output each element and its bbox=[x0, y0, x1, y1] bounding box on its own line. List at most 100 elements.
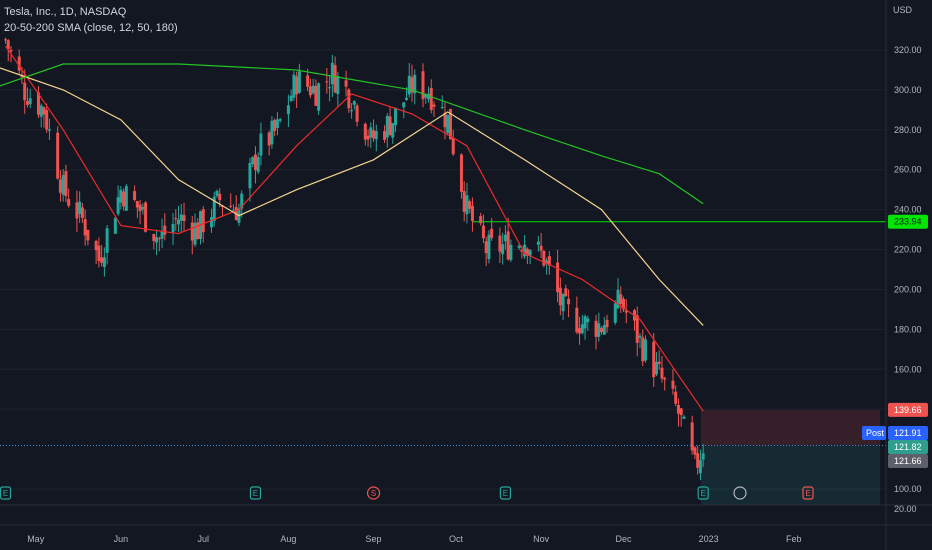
candle-body bbox=[586, 318, 590, 323]
candle-body bbox=[6, 40, 10, 49]
time-tick-label: Dec bbox=[616, 534, 633, 544]
candle-body bbox=[440, 107, 444, 109]
candle-body bbox=[157, 238, 161, 240]
candle-body bbox=[561, 294, 565, 312]
sma-lines bbox=[0, 45, 704, 412]
price-tick-label: 220.00 bbox=[894, 245, 922, 255]
candle-body bbox=[652, 341, 656, 378]
candle-body bbox=[600, 327, 604, 332]
earnings-marker-icon[interactable] bbox=[249, 486, 262, 500]
time-tick-label: May bbox=[27, 534, 45, 544]
candle-body bbox=[484, 241, 488, 254]
candle-body bbox=[295, 76, 299, 95]
earnings-marker-icon[interactable] bbox=[499, 486, 512, 500]
price-tick-label: 280.00 bbox=[894, 125, 922, 135]
candle-body bbox=[325, 81, 329, 83]
candle-body bbox=[328, 87, 332, 89]
candle-body bbox=[75, 202, 79, 219]
stop-zone[interactable] bbox=[700, 445, 880, 505]
hline-price-tag[interactable]: 233.94 bbox=[888, 214, 928, 229]
candle-body bbox=[426, 93, 430, 100]
candle-body bbox=[696, 453, 700, 468]
candle-body bbox=[78, 201, 82, 215]
candle-body bbox=[487, 234, 491, 260]
candle-body bbox=[163, 225, 167, 235]
candle-body bbox=[182, 215, 186, 221]
candle-body bbox=[36, 92, 40, 115]
event-marker-label: E bbox=[3, 489, 8, 498]
indicator-title[interactable]: 20-50-200 SMA (close, 12, 50, 180) bbox=[4, 22, 178, 34]
split-marker-icon[interactable] bbox=[366, 486, 381, 500]
candle-body bbox=[479, 216, 483, 224]
candle-body bbox=[275, 119, 279, 128]
event-marker-label: E bbox=[805, 489, 810, 498]
target-price-tag[interactable]: 139.66 bbox=[888, 402, 928, 417]
time-tick-label: Jun bbox=[114, 534, 129, 544]
grid-lines bbox=[0, 49, 886, 490]
dividend-marker-icon[interactable] bbox=[733, 486, 747, 500]
candle-body bbox=[218, 193, 222, 201]
candle-body bbox=[45, 109, 49, 130]
earnings-marker-icon[interactable] bbox=[697, 486, 709, 500]
earnings-marker-icon[interactable] bbox=[802, 486, 814, 500]
price-tick-label: 160.00 bbox=[894, 364, 922, 374]
candle-body bbox=[135, 200, 139, 208]
candle-body bbox=[190, 222, 194, 241]
candle-body bbox=[383, 131, 387, 140]
candle-body bbox=[520, 249, 524, 252]
candle-body bbox=[624, 310, 628, 313]
candle-body bbox=[23, 82, 27, 101]
candle-body bbox=[525, 248, 529, 256]
price-tick-label: 320.00 bbox=[894, 45, 922, 55]
position-box[interactable] bbox=[0, 409, 886, 505]
hline-price-tag-text: 233.94 bbox=[894, 217, 922, 227]
sma-line-2 bbox=[0, 67, 704, 326]
candle-body bbox=[635, 315, 639, 343]
candle-body bbox=[61, 175, 65, 195]
candle-body bbox=[372, 130, 376, 139]
candle-body bbox=[179, 214, 183, 221]
currency-label: USD bbox=[893, 5, 913, 15]
last-close-tag[interactable]: 121.82 bbox=[888, 440, 928, 454]
price-tick-label: 200.00 bbox=[894, 284, 922, 294]
candle-body bbox=[80, 207, 84, 218]
candle-body bbox=[490, 228, 494, 238]
candle-body bbox=[462, 191, 466, 212]
candle-body bbox=[690, 422, 694, 451]
post-badge[interactable]: Post bbox=[862, 426, 886, 440]
candle-body bbox=[641, 337, 645, 362]
candle-body bbox=[350, 110, 354, 112]
post-price-tag[interactable]: 121.91 bbox=[888, 426, 928, 440]
candle-body bbox=[124, 186, 128, 211]
candle-body bbox=[413, 74, 417, 94]
candle-body bbox=[459, 154, 463, 192]
symbol-title[interactable]: Tesla, Inc., 1D, NASDAQ bbox=[4, 6, 127, 18]
candle-body bbox=[138, 204, 142, 212]
time-tick-label: 2023 bbox=[699, 534, 719, 544]
target-zone[interactable] bbox=[700, 409, 880, 446]
candle-body bbox=[102, 257, 106, 267]
candle-body bbox=[56, 132, 60, 179]
target-price-tag-bg bbox=[888, 402, 928, 417]
candle-body bbox=[3, 39, 7, 41]
event-marker-label: E bbox=[503, 489, 508, 498]
candle-body bbox=[583, 316, 587, 329]
candle-body bbox=[212, 196, 216, 221]
chart-legend: Tesla, Inc., 1D, NASDAQ 20-50-200 SMA (c… bbox=[4, 4, 178, 36]
candle-body bbox=[248, 163, 252, 189]
stop-price-tag[interactable]: 121.66 bbox=[888, 454, 928, 468]
candle-body bbox=[100, 257, 104, 263]
candle-body bbox=[196, 222, 200, 240]
candle-body bbox=[421, 71, 425, 100]
candle-body bbox=[594, 320, 598, 337]
candle-body bbox=[465, 195, 469, 215]
candle-body bbox=[443, 112, 447, 128]
candle-body bbox=[292, 74, 296, 98]
candle-body bbox=[567, 298, 571, 305]
candle-body bbox=[47, 129, 51, 131]
earnings-marker-icon[interactable] bbox=[0, 486, 12, 500]
candle-body bbox=[314, 85, 318, 106]
time-tick-label: Aug bbox=[280, 534, 296, 544]
